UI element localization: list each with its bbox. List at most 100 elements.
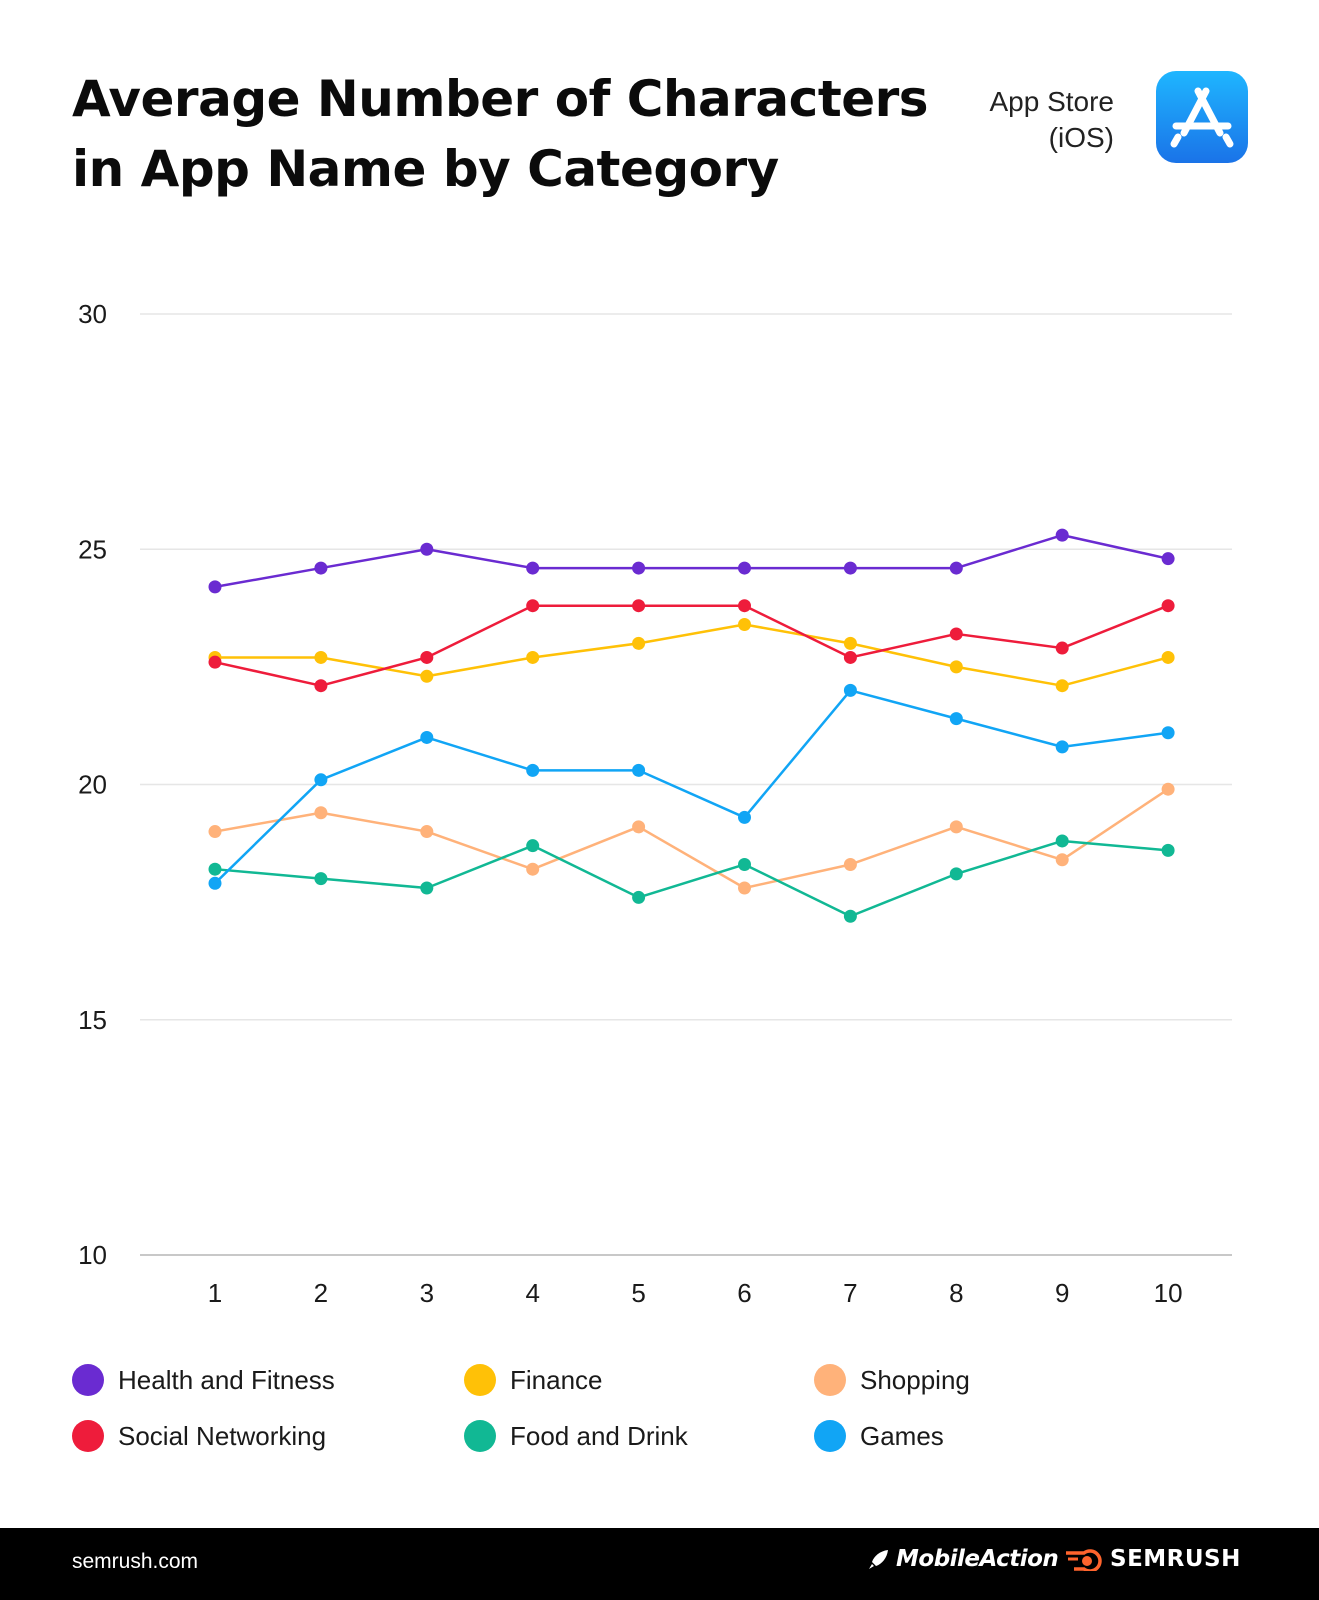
data-point-health-and-fitness <box>420 542 434 556</box>
data-point-games <box>1161 726 1175 740</box>
data-point-social-networking <box>420 650 434 664</box>
y-tick-label: 20 <box>78 770 107 800</box>
data-point-social-networking <box>526 599 540 613</box>
chart-title: Average Number of Characters in App Name… <box>72 64 972 204</box>
data-point-games <box>1055 740 1069 754</box>
data-point-health-and-fitness <box>526 561 540 575</box>
data-point-social-networking <box>208 655 222 669</box>
x-tick-label: 2 <box>314 1278 328 1308</box>
legend-item-food-and-drink: Food and Drink <box>464 1420 688 1452</box>
legend-item-finance: Finance <box>464 1364 603 1396</box>
data-point-health-and-fitness <box>738 561 751 575</box>
title-line-1: Average Number of Characters <box>72 70 929 128</box>
rocket-icon <box>869 1550 888 1569</box>
y-tick-label: 15 <box>78 1005 107 1035</box>
data-point-shopping <box>949 820 963 834</box>
x-tick-label: 7 <box>843 1278 857 1308</box>
title-line-2: in App Name by Category <box>72 140 779 198</box>
data-point-social-networking <box>314 679 328 693</box>
legend-label: Social Networking <box>118 1420 327 1451</box>
mobileaction-text: MobileAction <box>896 1546 1059 1572</box>
data-point-shopping <box>1055 853 1069 867</box>
data-point-games <box>843 683 857 697</box>
x-tick-label: 5 <box>631 1278 645 1308</box>
semrush-text: SEMRUSH <box>1110 1546 1241 1572</box>
legend-label: Food and Drink <box>510 1420 688 1451</box>
data-point-food-and-drink <box>314 872 328 886</box>
legend-swatch <box>814 1364 846 1396</box>
data-point-shopping <box>420 825 434 839</box>
data-point-food-and-drink <box>632 890 646 904</box>
x-tick-label: 6 <box>737 1278 751 1308</box>
legend-swatch <box>72 1420 104 1452</box>
y-tick-label: 10 <box>78 1240 107 1270</box>
y-tick-label: 25 <box>78 534 107 564</box>
data-point-food-and-drink <box>1055 834 1069 848</box>
data-point-shopping <box>208 825 222 839</box>
data-point-games <box>949 712 963 726</box>
data-point-games <box>526 763 540 777</box>
semrush-flame-icon <box>1066 1549 1102 1571</box>
data-point-health-and-fitness <box>632 561 646 575</box>
data-point-social-networking <box>1161 599 1175 613</box>
data-point-health-and-fitness <box>949 561 963 575</box>
data-point-games <box>738 810 751 824</box>
data-point-social-networking <box>632 599 646 613</box>
data-point-food-and-drink <box>420 881 434 895</box>
data-point-social-networking <box>949 627 963 641</box>
legend-item-social-networking: Social Networking <box>72 1420 326 1452</box>
data-point-games <box>420 730 434 744</box>
x-tick-label: 9 <box>1055 1278 1069 1308</box>
data-point-shopping <box>526 862 540 876</box>
data-point-social-networking <box>738 599 751 613</box>
data-point-food-and-drink <box>1161 843 1175 857</box>
store-label: App Store (iOS) <box>989 84 1114 156</box>
footer-site: semrush.com <box>72 1550 199 1573</box>
legend-swatch <box>814 1420 846 1452</box>
legend-label: Shopping <box>860 1364 970 1395</box>
data-point-finance <box>314 650 328 664</box>
data-point-games <box>314 773 328 787</box>
data-point-health-and-fitness <box>1055 528 1069 542</box>
data-point-finance <box>738 618 751 632</box>
x-tick-label: 8 <box>949 1278 963 1308</box>
series-line-finance <box>215 623 1169 687</box>
data-point-shopping <box>314 806 328 820</box>
y-tick-label: 30 <box>78 299 107 329</box>
series-line-food-and-drink <box>214 839 1169 918</box>
semrush-logo: SEMRUSH <box>1064 1546 1241 1572</box>
legend-item-games: Games <box>814 1420 944 1452</box>
legend-swatch <box>464 1364 496 1396</box>
legend-label: Health and Fitness <box>118 1364 335 1395</box>
data-point-games <box>208 876 222 890</box>
mobileaction-logo: MobileAction <box>868 1546 1059 1572</box>
data-point-food-and-drink <box>949 867 963 881</box>
legend-label: Finance <box>510 1364 603 1395</box>
app-store-icon <box>1156 71 1248 163</box>
legend-swatch <box>72 1364 104 1396</box>
legend-item-health-and-fitness: Health and Fitness <box>72 1364 335 1396</box>
x-tick-label: 1 <box>208 1278 222 1308</box>
data-point-health-and-fitness <box>208 580 222 594</box>
data-point-social-networking <box>843 650 857 664</box>
data-point-shopping <box>1161 782 1175 796</box>
data-point-games <box>632 763 646 777</box>
data-point-finance <box>1055 679 1069 693</box>
series-line-games <box>214 689 1169 885</box>
data-point-finance <box>843 636 857 650</box>
data-point-health-and-fitness <box>314 561 328 575</box>
x-tick-label: 10 <box>1154 1278 1183 1308</box>
data-point-finance <box>632 636 646 650</box>
data-point-food-and-drink <box>526 839 540 853</box>
data-point-social-networking <box>1055 641 1069 655</box>
store-label-line-2: (iOS) <box>1048 122 1114 153</box>
data-point-shopping <box>843 857 857 871</box>
data-point-finance <box>420 669 434 683</box>
data-point-shopping <box>738 881 751 895</box>
data-point-finance <box>526 650 540 664</box>
x-tick-label: 4 <box>525 1278 539 1308</box>
legend-swatch <box>464 1420 496 1452</box>
data-point-finance <box>1161 650 1175 664</box>
data-point-food-and-drink <box>843 909 857 923</box>
store-label-line-1: App Store <box>989 86 1114 117</box>
